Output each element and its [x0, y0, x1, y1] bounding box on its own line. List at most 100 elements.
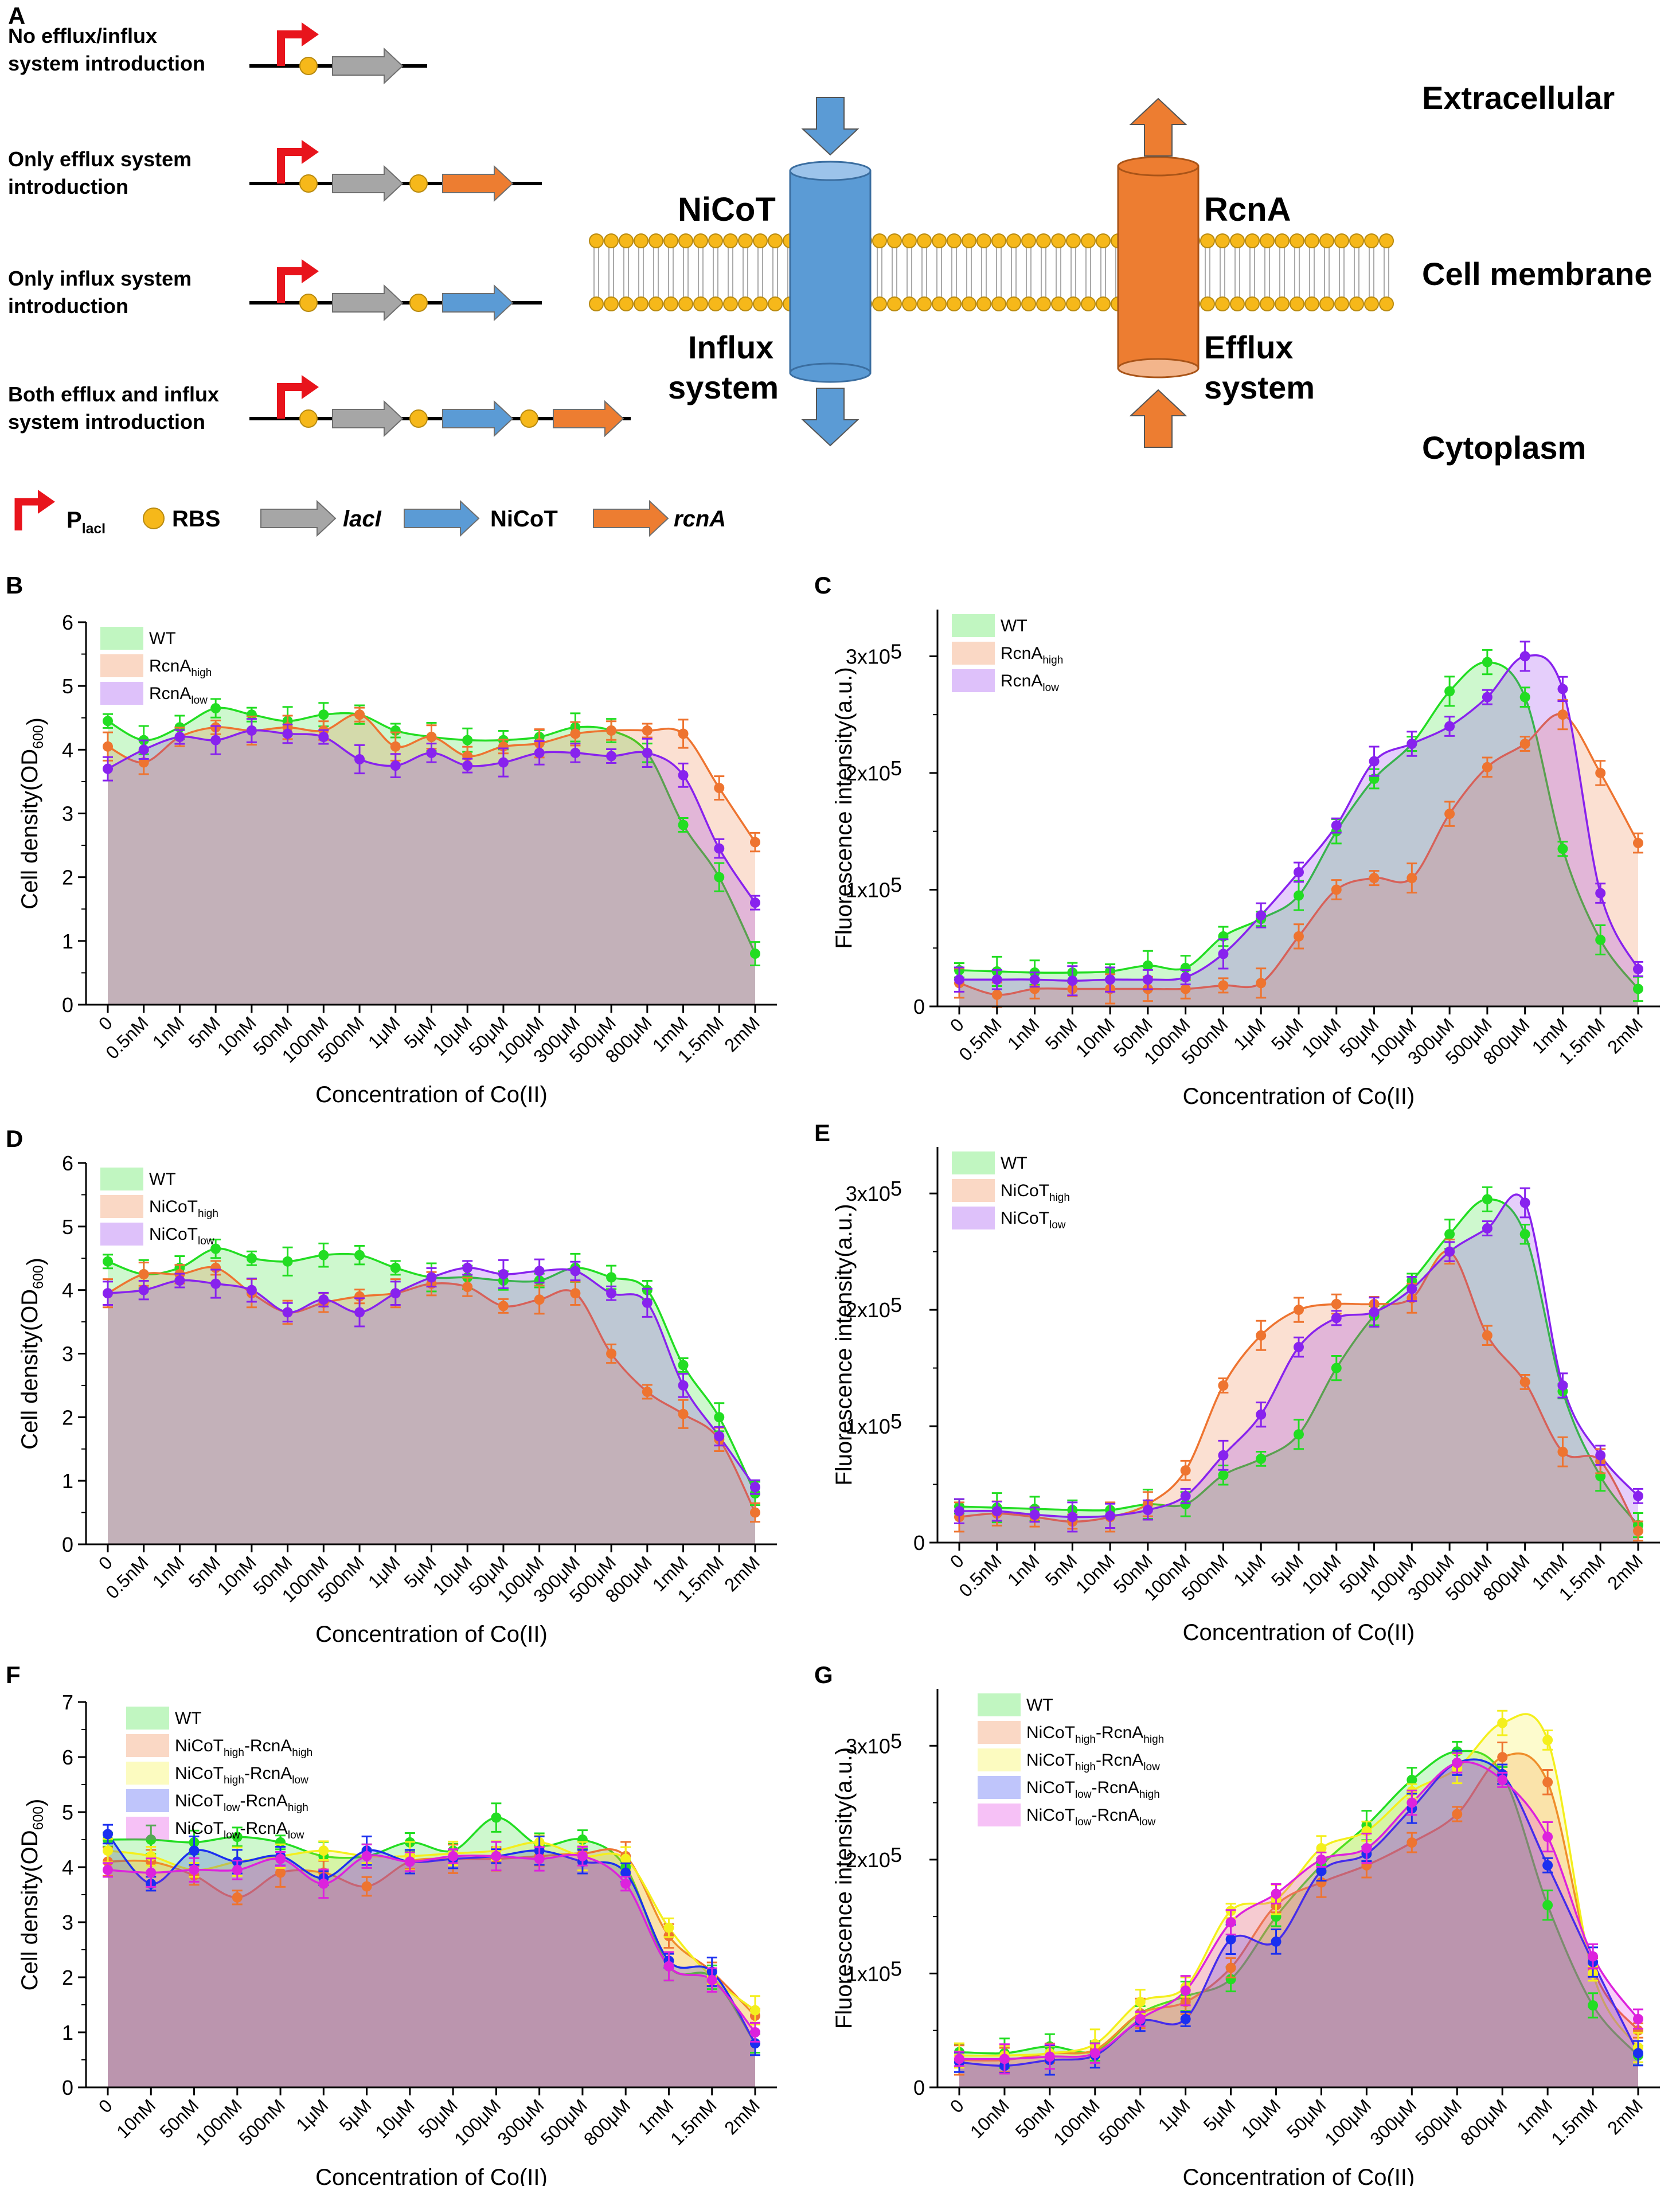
efflux-arrow-in-icon [1129, 389, 1187, 448]
x-tick-label: 10nM [1072, 1014, 1119, 1061]
y-tick-label: 2 [62, 866, 73, 889]
data-point [1482, 1223, 1493, 1234]
lipid-head [932, 296, 947, 311]
data-point [1482, 692, 1493, 702]
lipid-head [1006, 296, 1021, 311]
text-span: 5 [890, 756, 902, 780]
legend-rbs: RBS [172, 506, 220, 532]
y-axis-label: Fluorescence intensity(a.u.) [831, 667, 857, 948]
lipid-head [962, 233, 976, 248]
data-point [570, 1266, 581, 1277]
data-point [1406, 1283, 1417, 1294]
lipid-head [648, 296, 663, 311]
subscript: low [1042, 682, 1059, 694]
legend-promoter-icon [14, 498, 40, 530]
data-point [1225, 1974, 1236, 1985]
data-point [1089, 2048, 1100, 2059]
text-span: ) [23, 1799, 48, 1806]
y-tick-label: 5 [62, 1801, 73, 1824]
data-point [1633, 2048, 1643, 2059]
lipid-head [589, 296, 604, 311]
legend-label: NiCoTlow-RcnAhigh [1026, 1778, 1160, 1801]
data-point [1542, 1777, 1553, 1787]
lipid-head [678, 233, 693, 248]
lipid-head [589, 233, 604, 248]
data-point [426, 732, 437, 743]
y-tick-label: 4 [62, 1856, 73, 1879]
data-point [146, 1834, 157, 1845]
legend-rcna-icon [593, 499, 669, 537]
lipid-head [1036, 233, 1051, 248]
text-span: 5 [890, 1729, 902, 1752]
y-axis-label: Cell density(OD600) [17, 1258, 48, 1450]
text-span: -RcnA [1092, 1778, 1139, 1797]
nicot-transporter-top [789, 161, 872, 181]
lipid-head [1319, 233, 1334, 248]
text-span: 3x10 [846, 645, 890, 668]
y-tick-label: 2 [62, 1966, 73, 1989]
data-point [750, 897, 760, 908]
y-axis-label: Cell density(OD600) [17, 1799, 48, 1991]
legend-label: RcnAhigh [1001, 644, 1063, 666]
legend-swatch [978, 1721, 1021, 1744]
data-point [1135, 1997, 1146, 2008]
legend-label: RcnAlow [149, 684, 208, 706]
text-span: RcnA [149, 684, 191, 703]
y-tick-label: 0 [62, 993, 73, 1017]
data-point [491, 1851, 502, 1861]
series-area [108, 1834, 755, 2087]
text-span: NiCoT [1001, 1181, 1049, 1200]
data-point [750, 837, 760, 848]
x-tick-label: 0 [95, 1552, 116, 1574]
x-axis-label: Concentration of Co(II) [315, 1622, 548, 1647]
lipid-head [976, 233, 991, 248]
data-point [1331, 1363, 1342, 1373]
rcna-gene-icon [442, 165, 514, 202]
text-span: 2x10 [846, 762, 890, 785]
y-tick-label: 3x105 [846, 1177, 902, 1205]
data-point [426, 747, 437, 758]
rcna-label: RcnA [1204, 191, 1291, 228]
lipid-head [1290, 296, 1304, 311]
influx-label: Influx [688, 329, 773, 365]
x-axis-label: Concentration of Co(II) [315, 1082, 548, 1107]
data-point [1519, 692, 1530, 702]
promoter-arrowhead-icon [302, 375, 319, 399]
text-span: 1x10 [846, 1962, 890, 1985]
text-span: WT [1001, 1154, 1027, 1173]
legend-label: WT [175, 1709, 202, 1728]
promoter-icon [277, 148, 304, 184]
y-tick-label: 1 [62, 2021, 73, 2044]
legend-rbs-icon [143, 508, 165, 529]
x-tick-label: 5μM [1200, 2095, 1240, 2135]
data-point [1067, 1512, 1078, 1523]
series-line [959, 1198, 1639, 1526]
legend-swatch [126, 1734, 169, 1757]
data-point [1361, 1843, 1372, 1853]
legend-swatch [100, 1195, 143, 1218]
lipid-head [619, 296, 634, 311]
data-point [1557, 844, 1568, 854]
data-point [1256, 1409, 1267, 1420]
data-point [210, 1278, 221, 1289]
data-point [750, 948, 760, 959]
data-point [620, 1853, 631, 1864]
data-point [1142, 960, 1153, 971]
rbs-icon [520, 409, 538, 428]
series-area [108, 730, 755, 1005]
legend-label: NiCoTlow-RcnAlow [1026, 1806, 1156, 1828]
series-area [108, 1849, 755, 2087]
legend-label: NiCoTlow [1001, 1209, 1066, 1231]
construct-label: introduction [8, 175, 128, 198]
data-point [1557, 1446, 1568, 1457]
data-point [282, 1307, 293, 1318]
data-point [1369, 873, 1380, 884]
efflux-arrow-out-icon [1129, 97, 1187, 157]
data-point [498, 1301, 509, 1311]
subscript: high [1139, 1789, 1160, 1801]
series-area [108, 1267, 755, 1544]
x-axis-label: Concentration of Co(II) [1183, 2165, 1415, 2186]
text-span: RcnA [149, 657, 191, 676]
rcna-transporter-top [1117, 156, 1200, 177]
extracellular-label: Extracellular [1422, 80, 1615, 116]
